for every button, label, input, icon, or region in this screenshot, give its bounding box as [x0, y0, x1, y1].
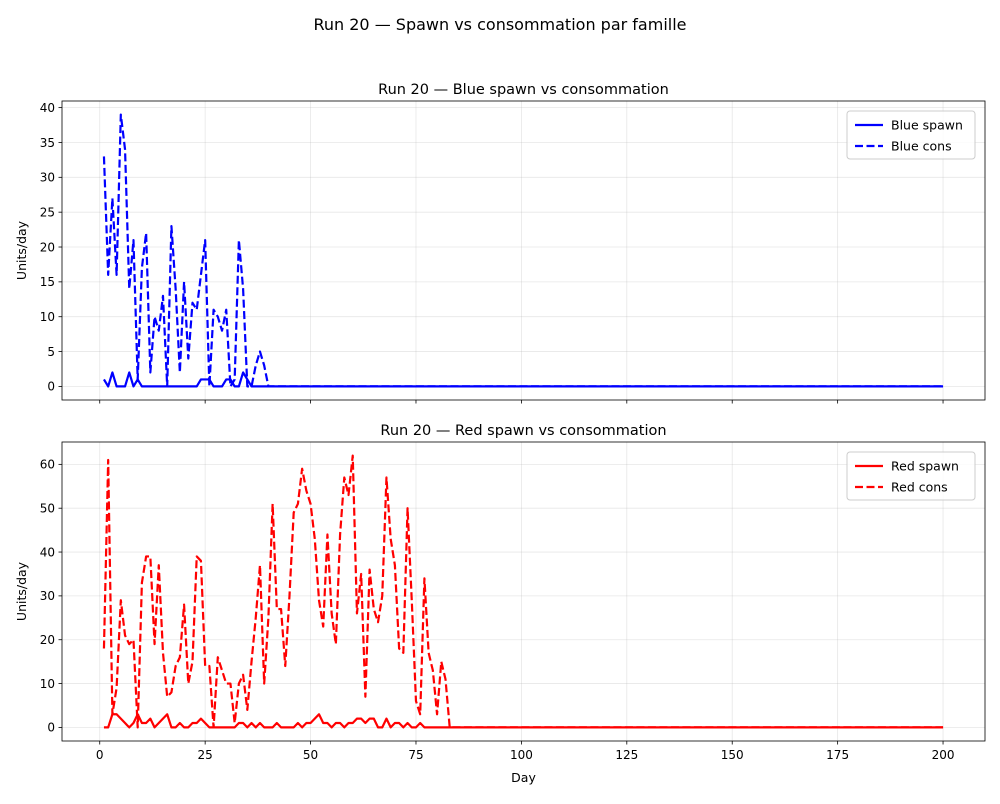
y-tick-label: 5 [47, 345, 55, 359]
legend-label: Blue spawn [891, 118, 963, 133]
y-tick-label: 20 [40, 633, 55, 647]
y-tick-label: 0 [47, 380, 55, 394]
x-axis-label: Day [511, 770, 536, 785]
axes-frame [61, 100, 986, 401]
x-tick-label: 100 [510, 748, 533, 762]
y-tick-label: 35 [40, 136, 55, 150]
series-line-blue-cons [102, 113, 944, 388]
subplot-title: Run 20 — Blue spawn vs consommation [378, 82, 669, 98]
x-tick-label: 50 [303, 748, 318, 762]
y-tick-label: 10 [40, 677, 55, 691]
y-axis-label: Units/day [14, 220, 29, 280]
legend: Blue spawn Blue cons [846, 110, 976, 160]
y-tick-label: 40 [40, 545, 55, 559]
subplot-red: 0 25 50 75 100 125 150 175 200 0 10 20 30 40 50 60 Run 2… [14, 423, 986, 785]
series-line-red-cons [102, 454, 944, 729]
y-tick-label: 60 [40, 458, 55, 472]
legend: Red spawn Red cons [846, 451, 976, 501]
y-axis-label: Units/day [14, 561, 29, 621]
x-tick-label: 150 [721, 748, 744, 762]
series-line-red-spawn [103, 713, 944, 729]
y-tick-label: 30 [40, 171, 55, 185]
x-tick-label: 175 [826, 748, 849, 762]
legend-label: Red cons [891, 480, 948, 495]
subplot-title: Run 20 — Red spawn vs consommation [380, 423, 666, 439]
y-tick-label: 25 [40, 205, 55, 219]
y-tick-label: 10 [40, 310, 55, 324]
figure-suptitle: Run 20 — Spawn vs consommation par famil… [313, 15, 686, 34]
x-tick-label: 125 [615, 748, 638, 762]
legend-label: Red spawn [891, 459, 959, 474]
y-tick-label: 20 [40, 240, 55, 254]
y-tick-label: 0 [47, 721, 55, 735]
legend-label: Blue cons [891, 139, 952, 154]
x-tick-label: 75 [408, 748, 423, 762]
y-tick-label: 15 [40, 275, 55, 289]
series-line-blue-spawn [103, 371, 944, 388]
x-tick-label: 25 [198, 748, 213, 762]
y-tick-label: 40 [40, 101, 55, 115]
x-tick-label: 0 [96, 748, 104, 762]
axes-frame [61, 441, 986, 742]
y-tick-label: 50 [40, 502, 55, 516]
x-tick-label: 200 [932, 748, 955, 762]
y-tick-label: 30 [40, 589, 55, 603]
subplot-blue: 0 5 10 15 20 25 30 35 40 Run 20 — Blue spawn vs c… [14, 82, 986, 404]
